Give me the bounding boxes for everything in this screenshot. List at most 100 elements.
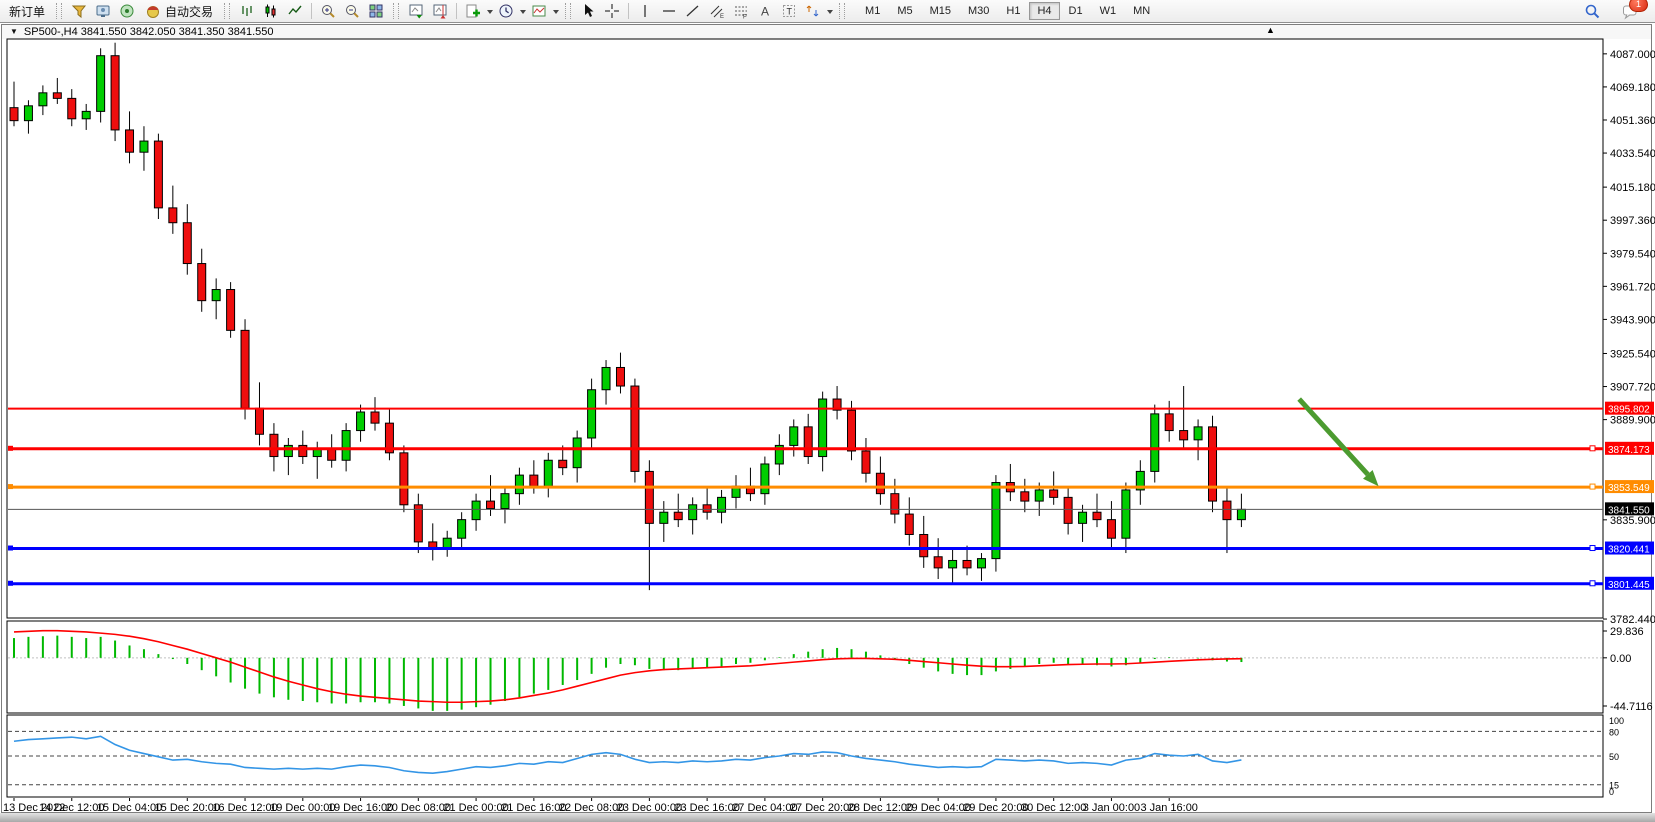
fibonacci-tool-icon[interactable]: F <box>730 2 752 21</box>
chart-dropdown-icon[interactable]: ▼ <box>10 27 18 36</box>
indicators-icon[interactable] <box>528 2 550 21</box>
svg-text:15 Dec 20:00: 15 Dec 20:00 <box>155 802 220 814</box>
arrows-tool-icon[interactable] <box>802 2 824 21</box>
auto-trading-button[interactable]: 自动交易 <box>140 2 218 21</box>
line-chart-icon[interactable] <box>284 2 306 21</box>
timeframe-h1[interactable]: H1 <box>1006 5 1021 17</box>
chart-title: SP500-,H4 3841.550 3842.050 3841.350 384… <box>23 26 274 38</box>
signal-icon[interactable] <box>116 2 138 21</box>
auto-scroll-icon[interactable] <box>405 2 427 21</box>
svg-text:3782.440: 3782.440 <box>1610 614 1655 626</box>
svg-text:3820.441: 3820.441 <box>1608 545 1650 556</box>
svg-text:19 Dec 00:00: 19 Dec 00:00 <box>270 802 335 814</box>
timeframe-d1[interactable]: D1 <box>1068 5 1083 17</box>
svg-text:28 Dec 12:00: 28 Dec 12:00 <box>848 802 913 814</box>
svg-text:3841.550: 3841.550 <box>1608 505 1650 516</box>
svg-text:14 Dec 12:00: 14 Dec 12:00 <box>39 802 104 814</box>
chevron-down-icon[interactable] <box>487 9 494 17</box>
svg-text:23 Dec 00:00: 23 Dec 00:00 <box>617 802 682 814</box>
svg-text:4033.540: 4033.540 <box>1610 148 1655 160</box>
svg-text:29 Dec 04:00: 29 Dec 04:00 <box>905 802 970 814</box>
new-order-button[interactable]: 新订单 <box>4 2 50 21</box>
new-chart-icon[interactable] <box>462 2 484 21</box>
notifications-button[interactable]: 1 <box>1619 0 1648 21</box>
text-label-tool-icon[interactable]: T <box>778 2 800 21</box>
cursor-icon[interactable] <box>577 2 599 21</box>
current-price-line: 3841.550 <box>8 502 1654 516</box>
svg-text:0: 0 <box>1609 787 1614 797</box>
chevron-down-icon[interactable] <box>553 9 560 17</box>
timeframe-m1[interactable]: M1 <box>865 5 881 17</box>
timeframe-m30[interactable]: M30 <box>968 5 990 17</box>
chart-shift-icon[interactable] <box>429 2 451 21</box>
zoom-in-icon[interactable] <box>317 2 339 21</box>
search-icon[interactable] <box>1581 2 1603 21</box>
svg-text:3895.802: 3895.802 <box>1608 405 1650 416</box>
svg-text:4087.000: 4087.000 <box>1610 49 1655 61</box>
svg-text:50: 50 <box>1609 752 1619 762</box>
candles <box>9 42 1246 591</box>
svg-text:3 Jan 00:00: 3 Jan 00:00 <box>1083 802 1141 814</box>
price-level-line[interactable]: 3853.549 <box>8 480 1654 494</box>
price-level-line[interactable]: 3801.445 <box>8 576 1654 591</box>
candlestick-chart-icon[interactable] <box>260 2 282 21</box>
svg-text:3853.549: 3853.549 <box>1608 483 1650 494</box>
trendline-tool-icon[interactable] <box>682 2 704 21</box>
price-level-line[interactable]: 3820.441 <box>8 541 1654 556</box>
zoom-out-icon[interactable] <box>341 2 363 21</box>
svg-text:15 Dec 04:00: 15 Dec 04:00 <box>97 802 162 814</box>
price-level-line[interactable]: 3895.802 <box>8 401 1654 416</box>
svg-text:3997.360: 3997.360 <box>1610 215 1655 227</box>
toolbar-grip <box>56 3 63 19</box>
timeframe-m5[interactable]: M5 <box>897 5 913 17</box>
toolbar: 新订单 自动交易 <box>0 0 1655 23</box>
chevron-down-icon[interactable] <box>520 9 527 17</box>
svg-text:3889.900: 3889.900 <box>1610 415 1655 427</box>
svg-text:29 Dec 20:00: 29 Dec 20:00 <box>963 802 1028 814</box>
clock-icon[interactable] <box>495 2 517 21</box>
svg-text:80: 80 <box>1609 727 1619 737</box>
macd-scale: 29.836 0.00 -44.7116 <box>1603 626 1653 713</box>
toolbar-separator <box>311 3 313 19</box>
computer-user-icon[interactable] <box>92 2 114 21</box>
svg-text:13 Dec 2022: 13 Dec 2022 <box>3 802 65 814</box>
svg-text:29.836: 29.836 <box>1610 626 1644 638</box>
svg-text:30 Dec 12:00: 30 Dec 12:00 <box>1021 802 1086 814</box>
svg-text:19 Dec 16:00: 19 Dec 16:00 <box>328 802 393 814</box>
toolbar-separator <box>628 3 630 19</box>
toolbar-grip <box>565 3 572 19</box>
svg-text:4069.180: 4069.180 <box>1610 82 1655 94</box>
timeframe-mn[interactable]: MN <box>1133 5 1151 17</box>
chart-titlebar[interactable]: ▼ SP500-,H4 3841.550 3842.050 3841.350 3… <box>2 25 1651 39</box>
chevron-down-icon[interactable] <box>827 9 834 17</box>
price-level-line[interactable]: 3874.173 <box>8 441 1654 456</box>
auto-trading-label: 自动交易 <box>165 4 214 19</box>
svg-text:F: F <box>743 15 747 20</box>
rsi-line <box>13 735 1242 775</box>
svg-text:4015.180: 4015.180 <box>1610 182 1655 194</box>
svg-text:E: E <box>720 14 724 19</box>
text-tool-icon[interactable]: A <box>754 2 776 21</box>
svg-text:3907.720: 3907.720 <box>1610 382 1655 394</box>
crosshair-icon[interactable] <box>601 2 623 21</box>
horizontal-line-tool-icon[interactable] <box>658 2 680 21</box>
window-bottom-edge <box>0 813 1655 822</box>
timeframe-m15[interactable]: M15 <box>929 5 951 17</box>
timeframe-w1[interactable]: W1 <box>1099 5 1117 17</box>
funnel-icon[interactable] <box>68 2 90 21</box>
vertical-line-tool-icon[interactable] <box>634 2 656 21</box>
tile-windows-icon[interactable] <box>365 2 387 21</box>
svg-text:15: 15 <box>1609 781 1619 791</box>
toolbar-separator <box>456 3 458 19</box>
arrow-annotation[interactable] <box>1297 397 1379 487</box>
chart-shift-marker-icon[interactable]: ▲ <box>1266 25 1275 35</box>
bar-chart-icon[interactable] <box>236 2 258 21</box>
channel-tool-icon[interactable]: E <box>706 2 728 21</box>
svg-text:3961.720: 3961.720 <box>1610 281 1655 293</box>
macd-signal-line <box>13 629 1242 704</box>
timeframe-h4[interactable]: H4 <box>1029 2 1060 20</box>
svg-text:T: T <box>787 7 793 17</box>
